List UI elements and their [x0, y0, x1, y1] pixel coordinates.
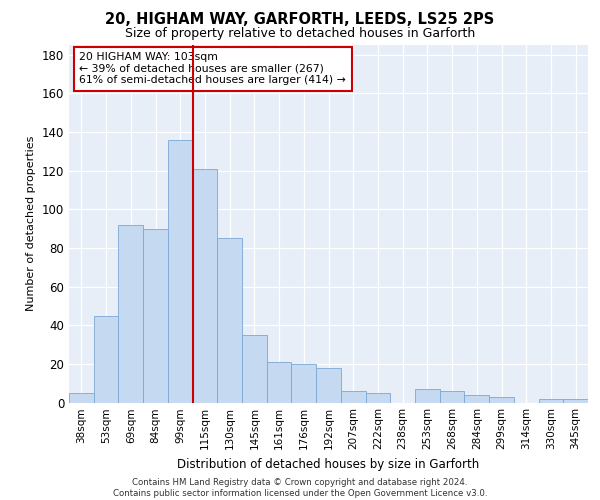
Bar [292, 364, 316, 403]
Bar [143, 228, 168, 402]
X-axis label: Distribution of detached houses by size in Garforth: Distribution of detached houses by size … [178, 458, 479, 471]
Bar [94, 316, 118, 402]
Bar [69, 393, 94, 402]
Bar [440, 391, 464, 402]
Bar [118, 224, 143, 402]
Y-axis label: Number of detached properties: Number of detached properties [26, 136, 36, 312]
Bar [316, 368, 341, 402]
Text: 20, HIGHAM WAY, GARFORTH, LEEDS, LS25 2PS: 20, HIGHAM WAY, GARFORTH, LEEDS, LS25 2P… [106, 12, 494, 28]
Bar [563, 398, 588, 402]
Bar [242, 335, 267, 402]
Text: Contains HM Land Registry data © Crown copyright and database right 2024.
Contai: Contains HM Land Registry data © Crown c… [113, 478, 487, 498]
Bar [267, 362, 292, 403]
Bar [217, 238, 242, 402]
Text: 20 HIGHAM WAY: 103sqm
← 39% of detached houses are smaller (267)
61% of semi-det: 20 HIGHAM WAY: 103sqm ← 39% of detached … [79, 52, 346, 86]
Bar [193, 168, 217, 402]
Bar [365, 393, 390, 402]
Text: Size of property relative to detached houses in Garforth: Size of property relative to detached ho… [125, 28, 475, 40]
Bar [489, 396, 514, 402]
Bar [415, 389, 440, 402]
Bar [539, 398, 563, 402]
Bar [168, 140, 193, 402]
Bar [341, 391, 365, 402]
Bar [464, 395, 489, 402]
